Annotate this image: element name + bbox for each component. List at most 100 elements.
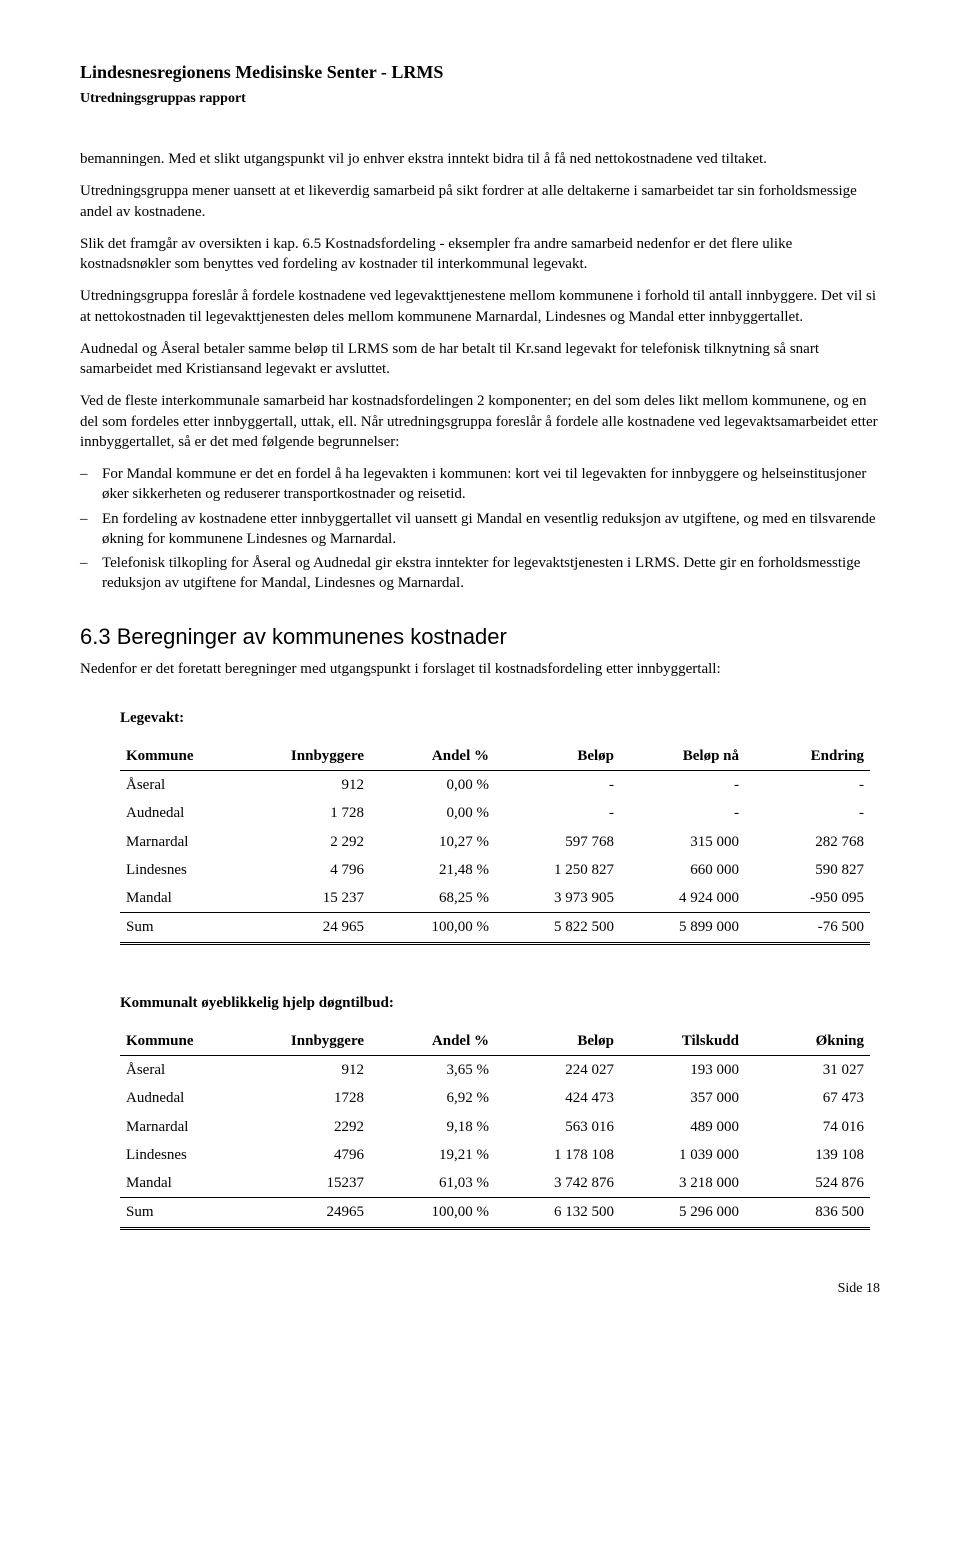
table-cell: 0,00 %: [370, 799, 495, 827]
table-header: Andel %: [370, 1027, 495, 1056]
table-cell: Sum: [120, 1198, 245, 1228]
dogntilbud-table: Kommune Innbyggere Andel % Beløp Tilskud…: [120, 1027, 870, 1230]
table-cell: Lindesnes: [120, 856, 245, 884]
table-cell: 1 250 827: [495, 856, 620, 884]
table-cell: 3,65 %: [370, 1056, 495, 1085]
table-header: Beløp: [495, 742, 620, 771]
table-cell: 4796: [245, 1141, 370, 1169]
table-cell: 24965: [245, 1198, 370, 1228]
table-cell: 1 728: [245, 799, 370, 827]
table-cell: -76 500: [745, 913, 870, 943]
table-sum-row: Sum24 965100,00 %5 822 5005 899 000-76 5…: [120, 913, 870, 943]
table-cell: -: [745, 799, 870, 827]
table-header: Økning: [745, 1027, 870, 1056]
table-title: Legevakt:: [120, 708, 870, 728]
table-cell: Marnardal: [120, 828, 245, 856]
table-header: Innbyggere: [245, 742, 370, 771]
table-header: Beløp: [495, 1027, 620, 1056]
table-cell: 3 742 876: [495, 1169, 620, 1198]
table-cell: Sum: [120, 913, 245, 943]
table-cell: 74 016: [745, 1113, 870, 1141]
table-cell: 4 924 000: [620, 884, 745, 913]
table-header: Andel %: [370, 742, 495, 771]
table-cell: 357 000: [620, 1084, 745, 1112]
table-header: Beløp nå: [620, 742, 745, 771]
table-cell: 24 965: [245, 913, 370, 943]
table-cell: 21,48 %: [370, 856, 495, 884]
table-cell: 5 296 000: [620, 1198, 745, 1228]
table-row: Audnedal1 7280,00 %---: [120, 799, 870, 827]
table-cell: 10,27 %: [370, 828, 495, 856]
table-cell: 1 039 000: [620, 1141, 745, 1169]
table-cell: 2 292: [245, 828, 370, 856]
section-heading: 6.3 Beregninger av kommunenes kostnader: [80, 622, 880, 652]
table-cell: 139 108: [745, 1141, 870, 1169]
table-cell: 524 876: [745, 1169, 870, 1198]
table-cell: -: [745, 771, 870, 800]
table-cell: 597 768: [495, 828, 620, 856]
paragraph: Utredningsgruppa mener uansett at et lik…: [80, 181, 880, 222]
table-cell: Audnedal: [120, 799, 245, 827]
table-cell: 282 768: [745, 828, 870, 856]
table-cell: 4 796: [245, 856, 370, 884]
table-row: Lindesnes4 79621,48 %1 250 827660 000590…: [120, 856, 870, 884]
table-header: Kommune: [120, 1027, 245, 1056]
table-cell: 6,92 %: [370, 1084, 495, 1112]
table-cell: 3 218 000: [620, 1169, 745, 1198]
table-cell: Åseral: [120, 771, 245, 800]
table-cell: 61,03 %: [370, 1169, 495, 1198]
table-row: Lindesnes479619,21 %1 178 1081 039 00013…: [120, 1141, 870, 1169]
table-cell: -: [495, 771, 620, 800]
table-cell: 67 473: [745, 1084, 870, 1112]
table-sum-row: Sum24965100,00 %6 132 5005 296 000836 50…: [120, 1198, 870, 1228]
table-title: Kommunalt øyeblikkelig hjelp døgntilbud:: [120, 993, 870, 1013]
list-item: For Mandal kommune er det en fordel å ha…: [80, 464, 880, 505]
table-row: Åseral9123,65 %224 027193 00031 027: [120, 1056, 870, 1085]
table-cell: 660 000: [620, 856, 745, 884]
table-cell: 5 899 000: [620, 913, 745, 943]
table-cell: 590 827: [745, 856, 870, 884]
paragraph: bemanningen. Med et slikt utgangspunkt v…: [80, 149, 880, 169]
table-cell: 5 822 500: [495, 913, 620, 943]
table-cell: -: [495, 799, 620, 827]
table-row: Mandal15 23768,25 %3 973 9054 924 000-95…: [120, 884, 870, 913]
list-item: Telefonisk tilkopling for Åseral og Audn…: [80, 553, 880, 594]
table-cell: 9,18 %: [370, 1113, 495, 1141]
table-cell: 6 132 500: [495, 1198, 620, 1228]
paragraph: Utredningsgruppa foreslår å fordele kost…: [80, 286, 880, 327]
table-cell: 2292: [245, 1113, 370, 1141]
table-row: Mandal1523761,03 %3 742 8763 218 000524 …: [120, 1169, 870, 1198]
table-cell: Mandal: [120, 884, 245, 913]
table-header: Innbyggere: [245, 1027, 370, 1056]
table-row: Audnedal17286,92 %424 473357 00067 473: [120, 1084, 870, 1112]
table-cell: -950 095: [745, 884, 870, 913]
table-row: Marnardal22929,18 %563 016489 00074 016: [120, 1113, 870, 1141]
table-cell: 100,00 %: [370, 913, 495, 943]
table-row: Åseral9120,00 %---: [120, 771, 870, 800]
table-cell: Åseral: [120, 1056, 245, 1085]
table-cell: 193 000: [620, 1056, 745, 1085]
document-subtitle: Utredningsgruppas rapport: [80, 90, 880, 109]
paragraph: Ved de fleste interkommunale samarbeid h…: [80, 391, 880, 452]
table-cell: 100,00 %: [370, 1198, 495, 1228]
table-cell: 0,00 %: [370, 771, 495, 800]
table-cell: 15 237: [245, 884, 370, 913]
table-cell: 1 178 108: [495, 1141, 620, 1169]
table-cell: 68,25 %: [370, 884, 495, 913]
paragraph: Nedenfor er det foretatt beregninger med…: [80, 659, 880, 679]
table-cell: Marnardal: [120, 1113, 245, 1141]
table-cell: 563 016: [495, 1113, 620, 1141]
paragraph: Slik det framgår av oversikten i kap. 6.…: [80, 234, 880, 275]
table-header: Endring: [745, 742, 870, 771]
table-cell: Audnedal: [120, 1084, 245, 1112]
table-header: Kommune: [120, 742, 245, 771]
paragraph: Audnedal og Åseral betaler samme beløp t…: [80, 339, 880, 380]
table-cell: 19,21 %: [370, 1141, 495, 1169]
table-cell: 489 000: [620, 1113, 745, 1141]
table-cell: -: [620, 799, 745, 827]
table-cell: 424 473: [495, 1084, 620, 1112]
legevakt-table: Kommune Innbyggere Andel % Beløp Beløp n…: [120, 742, 870, 945]
table-cell: Lindesnes: [120, 1141, 245, 1169]
table-cell: 1728: [245, 1084, 370, 1112]
table-row: Marnardal2 29210,27 %597 768315 000282 7…: [120, 828, 870, 856]
